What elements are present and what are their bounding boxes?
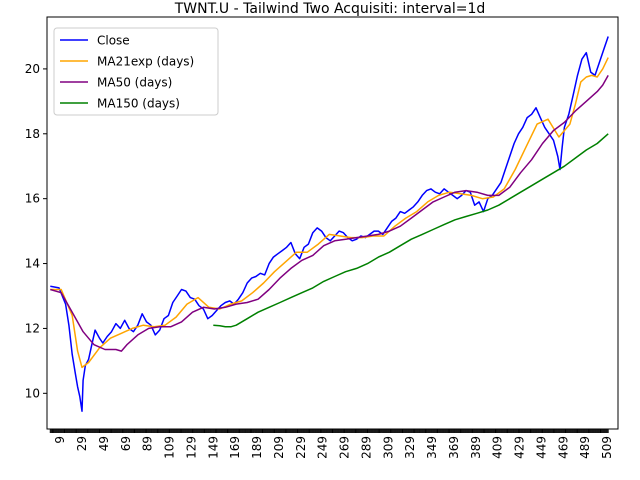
- y-tick-label: 16: [25, 192, 40, 206]
- series-line: [50, 75, 609, 352]
- x-tick-label: 369: [447, 436, 461, 459]
- x-tick-label: 249: [316, 436, 330, 459]
- x-tick-label: 489: [578, 436, 592, 459]
- y-tick-label: 20: [25, 62, 40, 76]
- legend-label: MA150 (days): [97, 97, 180, 111]
- x-tick-label: 89: [141, 436, 155, 451]
- legend-label: MA50 (days): [97, 76, 172, 90]
- x-tick-label: 229: [294, 436, 308, 459]
- x-tick-label: 269: [338, 436, 352, 459]
- y-tick-label: 14: [25, 257, 40, 271]
- legend-label: Close: [97, 34, 130, 48]
- series-layer: [50, 36, 609, 412]
- chart-title: TWNT.U - Tailwind Two Acquisiti: interva…: [174, 1, 486, 17]
- x-tick-label: 509: [600, 436, 614, 459]
- y-tick-label: 12: [25, 321, 40, 335]
- y-tick-label: 18: [25, 127, 40, 141]
- series-line: [213, 133, 609, 328]
- legend-label: MA21exp (days): [97, 55, 194, 69]
- series-line: [50, 57, 609, 369]
- x-tick-label: 9: [53, 436, 67, 444]
- x-tick-label: 69: [119, 436, 133, 451]
- y-tick-label: 10: [25, 386, 40, 400]
- x-tick-label: 329: [403, 436, 417, 459]
- x-tick-label: 309: [381, 436, 395, 459]
- x-tick-label: 129: [184, 436, 198, 459]
- x-tick-label: 289: [359, 436, 373, 459]
- legend-box: [53, 27, 219, 116]
- x-tick-label: 169: [228, 436, 242, 459]
- x-tick-label: 149: [206, 436, 220, 459]
- x-tick-label: 389: [469, 436, 483, 459]
- x-axis: 9 29 49 69 89 109 129 149 169 189 209 229 249 269 289 3…: [49, 429, 614, 459]
- x-tick-label: 449: [534, 436, 548, 459]
- legend: Close MA21exp (days) MA50 (days) MA150 (day…: [53, 27, 219, 116]
- x-tick-label: 469: [556, 436, 570, 459]
- x-tick-label: 209: [272, 436, 286, 459]
- x-tick-label: 29: [75, 436, 89, 451]
- y-axis: 10 12 14 16 18 20: [25, 62, 47, 400]
- x-tick-label: 189: [250, 436, 264, 459]
- x-tick-label: 109: [163, 436, 177, 459]
- x-tick-label: 349: [425, 436, 439, 459]
- x-tick-label: 409: [491, 436, 505, 459]
- x-tick-label: 49: [97, 436, 111, 451]
- x-tick-label: 429: [513, 436, 527, 459]
- x-minor-ticks: [49, 429, 609, 433]
